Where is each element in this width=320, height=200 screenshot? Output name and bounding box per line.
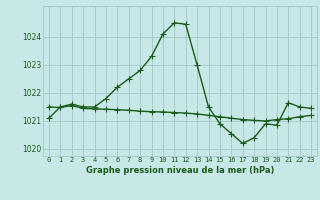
- X-axis label: Graphe pression niveau de la mer (hPa): Graphe pression niveau de la mer (hPa): [86, 166, 274, 175]
